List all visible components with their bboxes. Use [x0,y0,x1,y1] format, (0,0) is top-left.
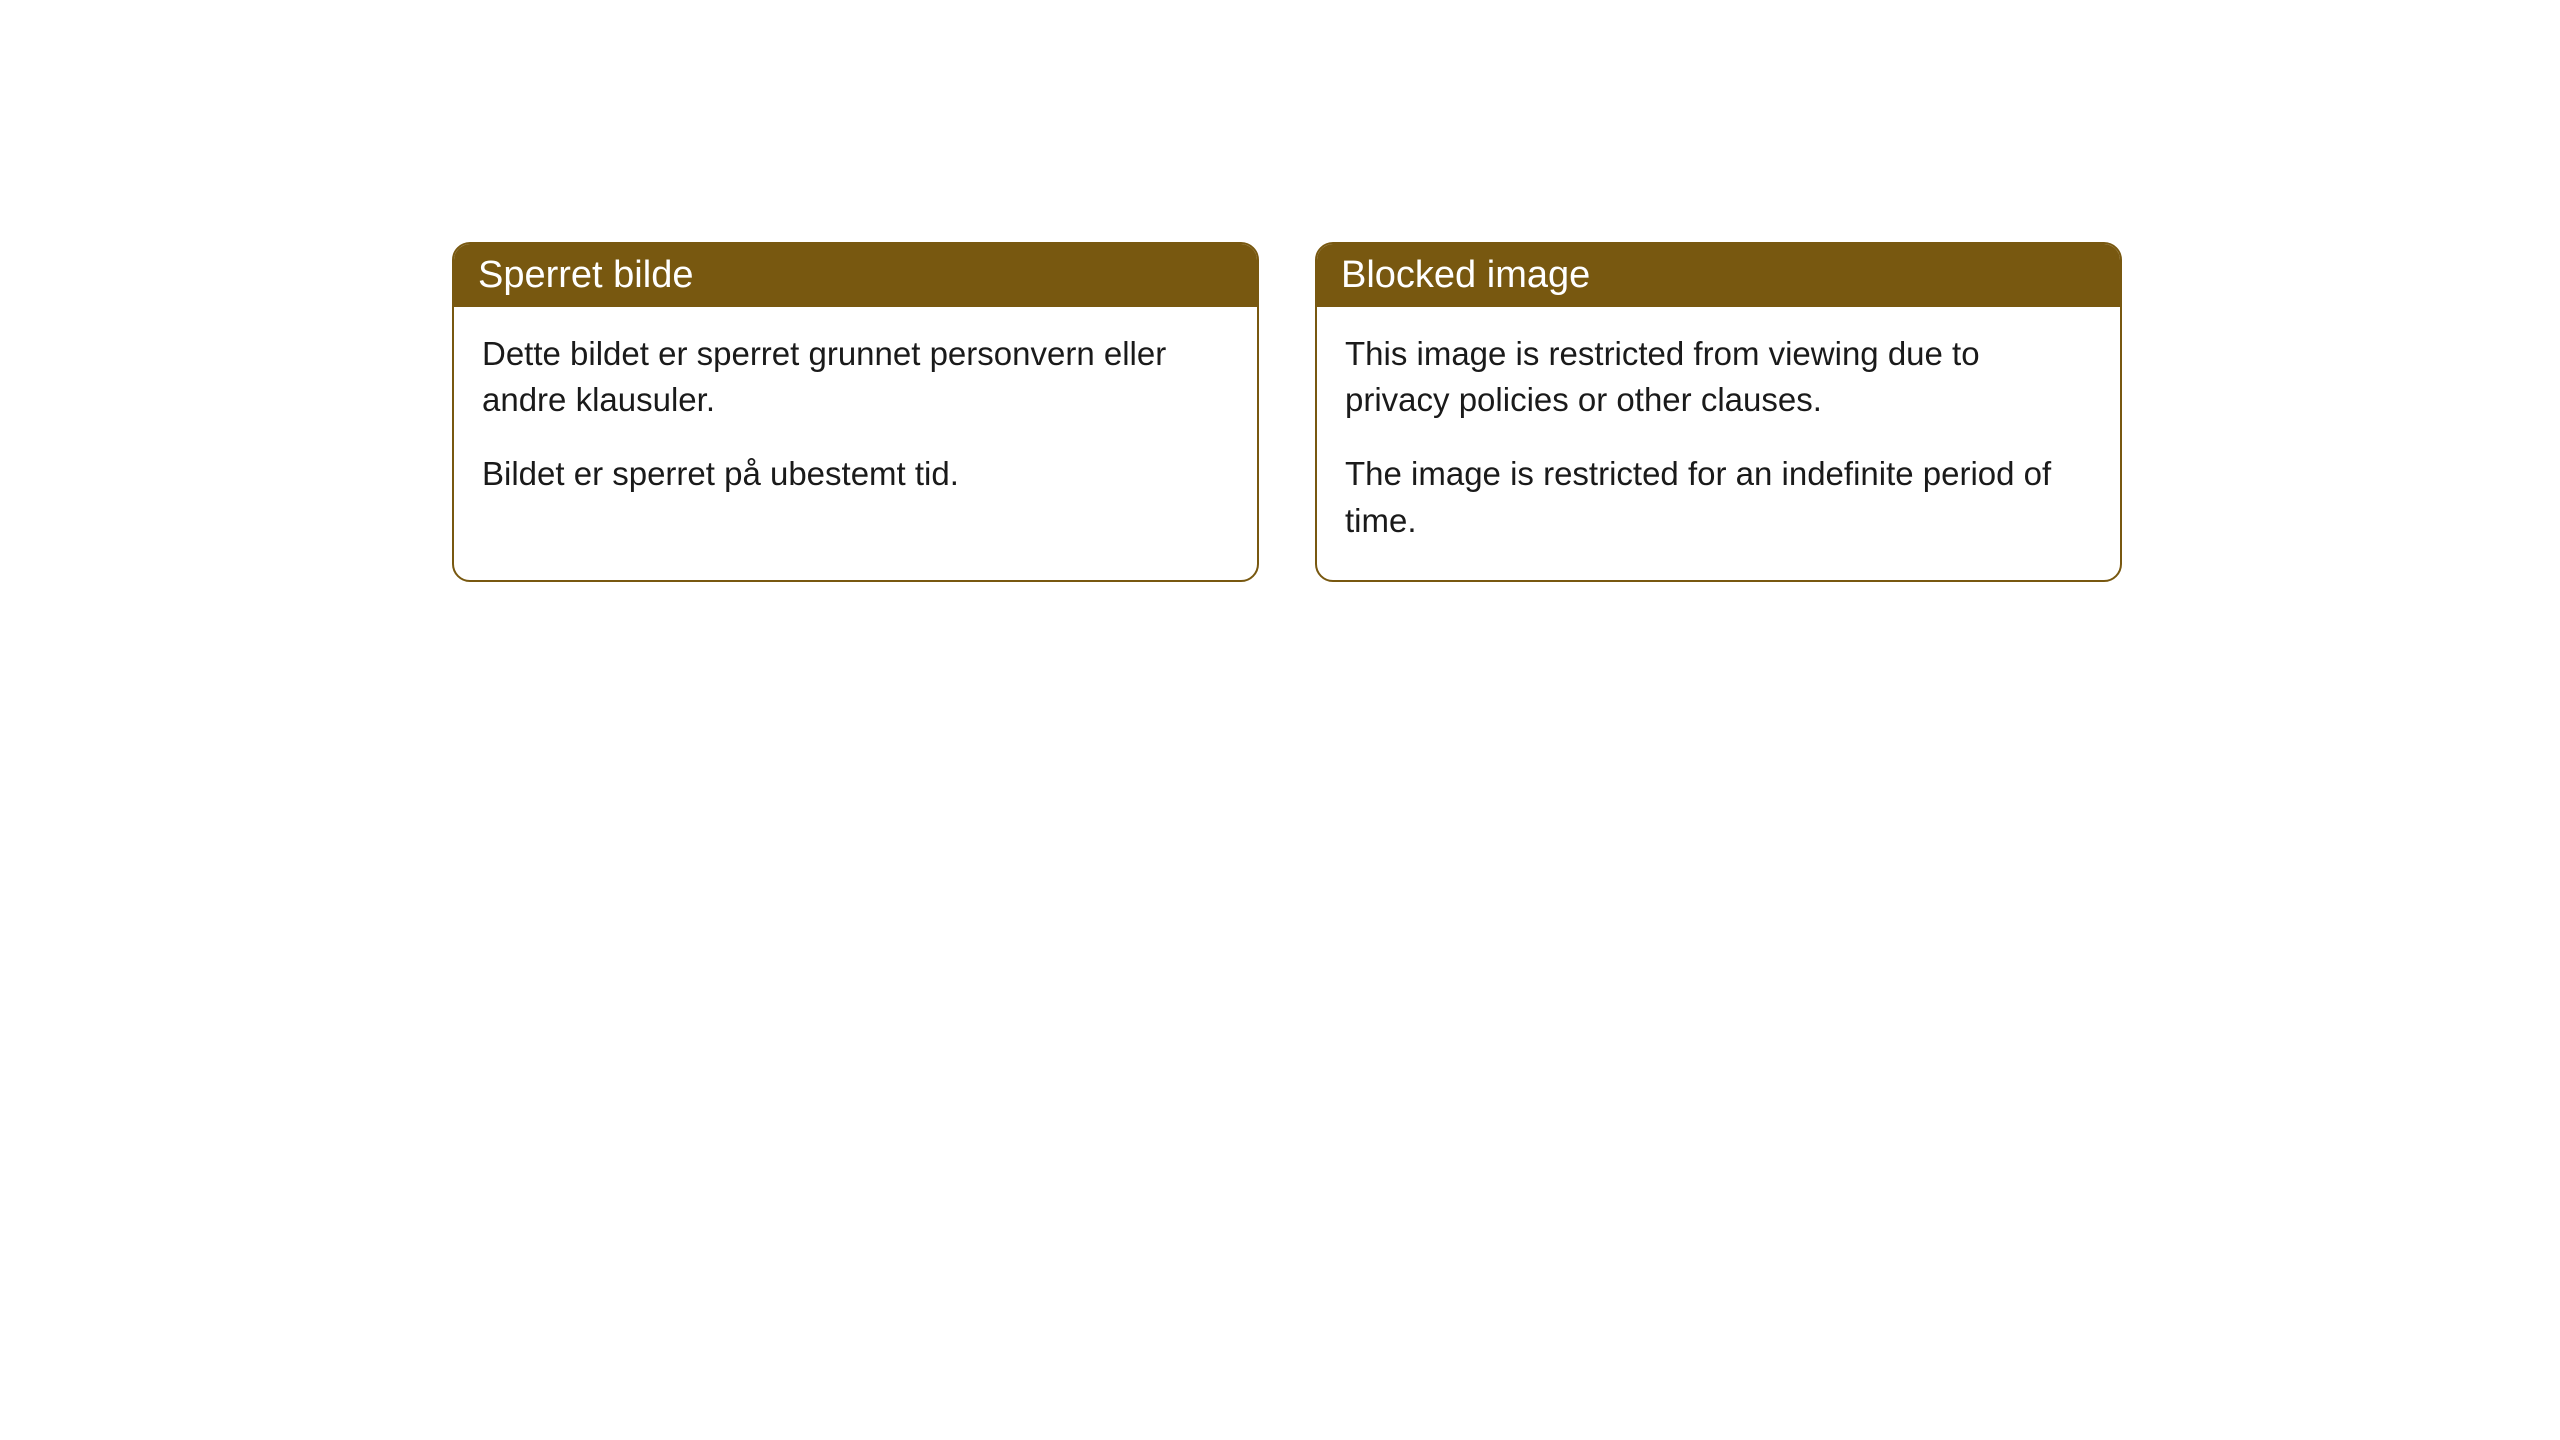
card-header: Blocked image [1317,244,2120,307]
card-title: Sperret bilde [478,254,693,296]
card-body: Dette bildet er sperret grunnet personve… [454,307,1257,534]
notice-card-english: Blocked image This image is restricted f… [1315,242,2122,582]
card-header: Sperret bilde [454,244,1257,307]
card-paragraph: This image is restricted from viewing du… [1345,331,2092,423]
card-paragraph: The image is restricted for an indefinit… [1345,451,2092,543]
card-title: Blocked image [1341,254,1590,296]
notice-card-norwegian: Sperret bilde Dette bildet er sperret gr… [452,242,1259,582]
card-body: This image is restricted from viewing du… [1317,307,2120,580]
card-paragraph: Bildet er sperret på ubestemt tid. [482,451,1229,497]
card-paragraph: Dette bildet er sperret grunnet personve… [482,331,1229,423]
notice-cards-container: Sperret bilde Dette bildet er sperret gr… [452,242,2122,582]
